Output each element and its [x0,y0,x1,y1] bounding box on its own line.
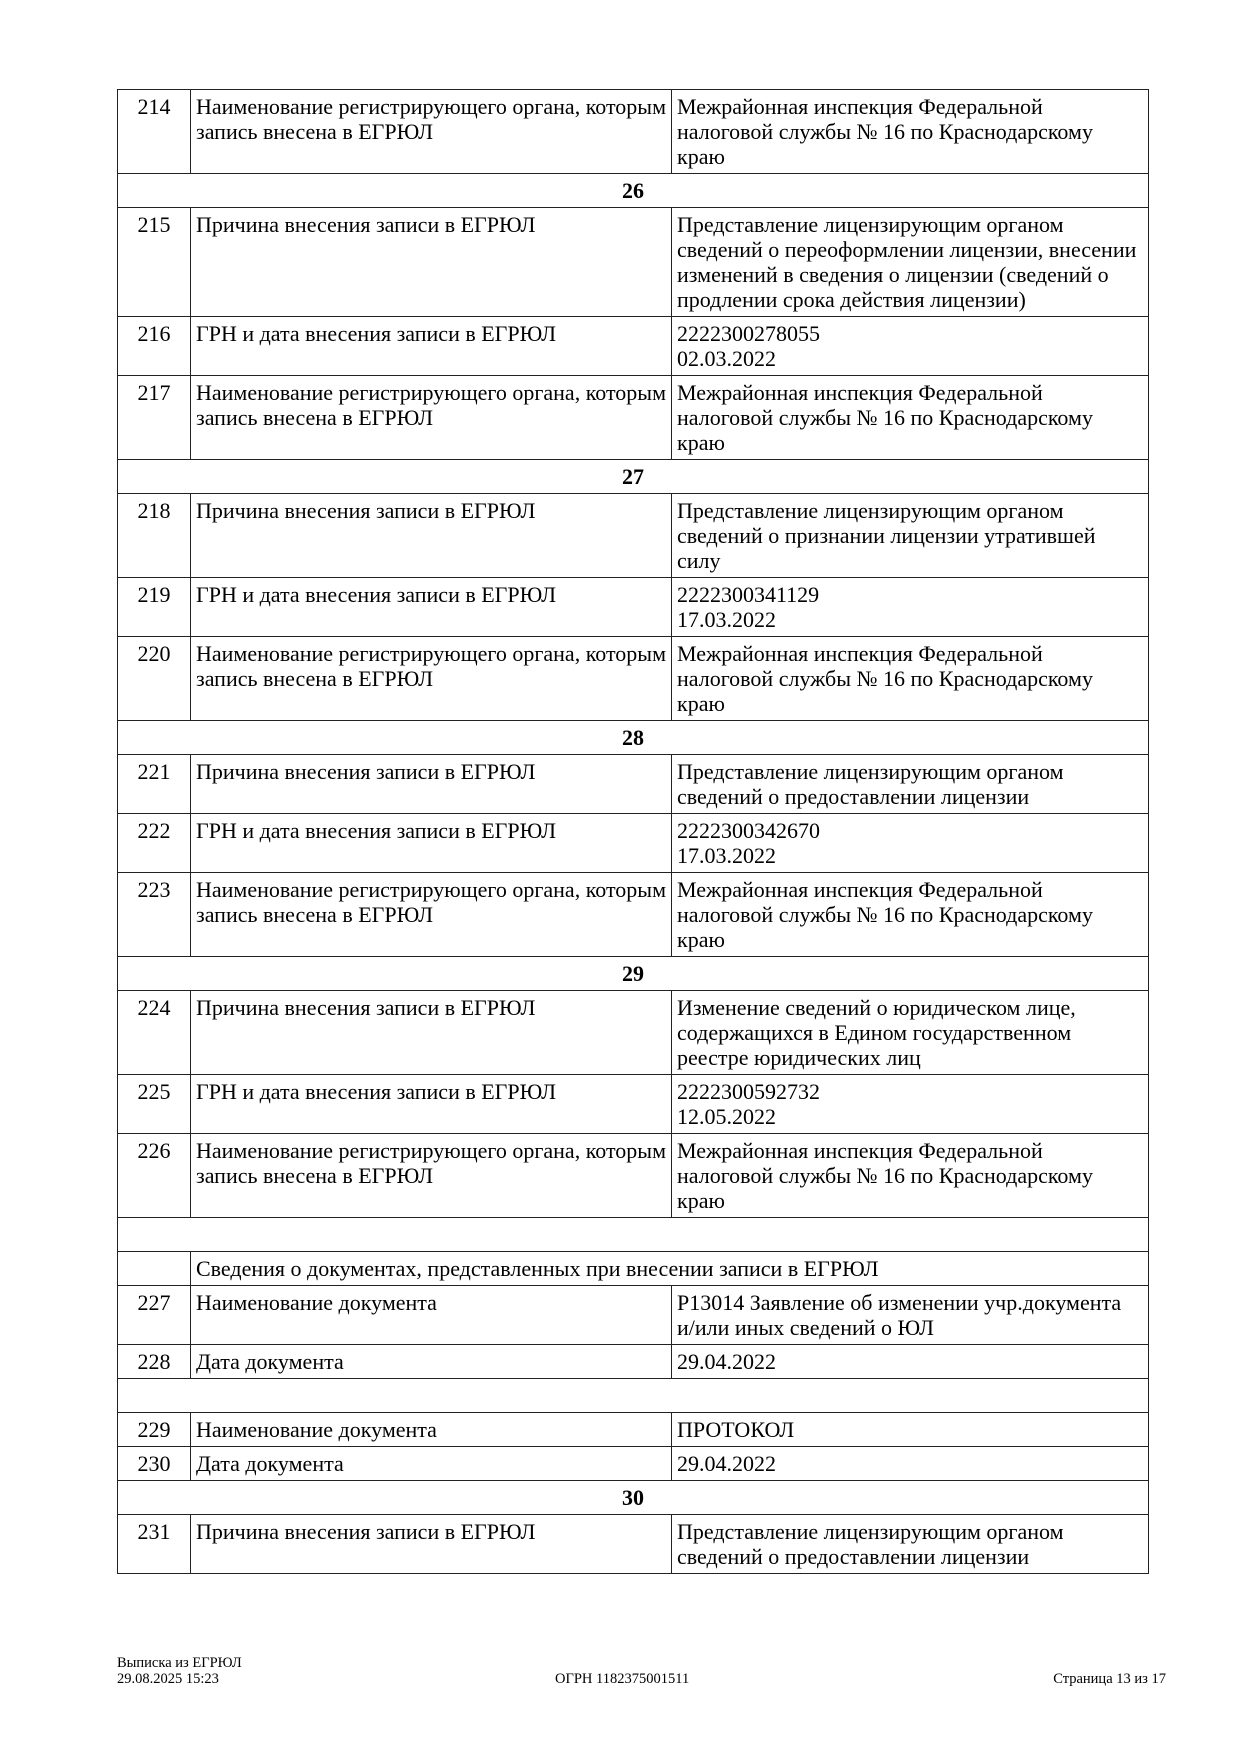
row-number: 218 [117,493,191,578]
blank-row [117,1217,1149,1252]
section-header-row: 28 [117,720,1149,755]
footer-ogrn: ОГРН 1182375001511 [555,1671,690,1687]
field-value: ПРОТОКОЛ [671,1412,1149,1447]
table-row: 219 ГРН и дата внесения записи в ЕГРЮЛ 222… [117,577,1149,637]
section-header-row: 26 [117,173,1149,208]
row-number: 221 [117,754,191,814]
subheader-row: Сведения о документах, представленных пр… [117,1251,1149,1286]
empty-cell [117,1217,1149,1252]
field-name: Дата документа [190,1344,672,1379]
table-row: 217 Наименование регистрирующего органа, … [117,375,1149,460]
field-name: Наименование регистрирующего органа, кот… [190,872,672,957]
field-name: Причина внесения записи в ЕГРЮЛ [190,1514,672,1574]
section-number: 30 [117,1480,1149,1515]
row-number: 214 [117,89,191,174]
table-row: 230 Дата документа 29.04.2022 [117,1446,1149,1481]
footer-title: Выписка из ЕГРЮЛ [117,1655,242,1671]
section-header-row: 30 [117,1480,1149,1515]
row-number: 229 [117,1412,191,1447]
field-name: Наименование документа [190,1412,672,1447]
row-number: 222 [117,813,191,873]
field-name: Причина внесения записи в ЕГРЮЛ [190,754,672,814]
field-name: ГРН и дата внесения записи в ЕГРЮЛ [190,577,672,637]
table-row: 218 Причина внесения записи в ЕГРЮЛ Предст… [117,493,1149,578]
footer-datetime: 29.08.2025 15:23 [117,1671,219,1687]
egrul-records-table: 214 Наименование регистрирующего органа, … [117,89,1149,1574]
table-row: 214 Наименование регистрирующего органа, … [117,89,1149,174]
field-value: Изменение сведений о юридическом лице, с… [671,990,1149,1075]
field-value: 2222300278055 02.03.2022 [671,316,1149,376]
row-number: 227 [117,1285,191,1345]
field-value: Межрайонная инспекция Федеральной налого… [671,89,1149,174]
field-value: 2222300341129 17.03.2022 [671,577,1149,637]
empty-cell [117,1251,191,1286]
field-value: 2222300592732 12.05.2022 [671,1074,1149,1134]
blank-row [117,1378,1149,1413]
field-value: Межрайонная инспекция Федеральной налого… [671,636,1149,721]
section-number: 28 [117,720,1149,755]
table-row: 229 Наименование документа ПРОТОКОЛ [117,1412,1149,1447]
field-name: ГРН и дата внесения записи в ЕГРЮЛ [190,316,672,376]
row-number: 219 [117,577,191,637]
subheader-label: Сведения о документах, представленных пр… [190,1251,1149,1286]
table-row: 231 Причина внесения записи в ЕГРЮЛ Предст… [117,1514,1149,1574]
field-name: ГРН и дата внесения записи в ЕГРЮЛ [190,813,672,873]
row-number: 223 [117,872,191,957]
table-row: 224 Причина внесения записи в ЕГРЮЛ Измене… [117,990,1149,1075]
row-number: 226 [117,1133,191,1218]
field-name: Дата документа [190,1446,672,1481]
section-number: 29 [117,956,1149,991]
field-value: Представление лицензирующим органом свед… [671,207,1149,317]
table-row: 227 Наименование документа Р13014 Заявлени… [117,1285,1149,1345]
table-row: 220 Наименование регистрирующего органа, … [117,636,1149,721]
row-number: 224 [117,990,191,1075]
field-value: Межрайонная инспекция Федеральной налого… [671,872,1149,957]
field-value: Представление лицензирующим органом свед… [671,493,1149,578]
table-row: 216 ГРН и дата внесения записи в ЕГРЮЛ 222… [117,316,1149,376]
field-value: Р13014 Заявление об изменении учр.докуме… [671,1285,1149,1345]
row-number: 217 [117,375,191,460]
table-row: 226 Наименование регистрирующего органа, … [117,1133,1149,1218]
field-name: Наименование регистрирующего органа, кот… [190,375,672,460]
table-row: 225 ГРН и дата внесения записи в ЕГРЮЛ 222… [117,1074,1149,1134]
section-number: 27 [117,459,1149,494]
field-name: Наименование регистрирующего органа, кот… [190,636,672,721]
field-name: Наименование документа [190,1285,672,1345]
field-name: Причина внесения записи в ЕГРЮЛ [190,207,672,317]
empty-cell [117,1378,1149,1413]
field-name: ГРН и дата внесения записи в ЕГРЮЛ [190,1074,672,1134]
field-value: Представление лицензирующим органом свед… [671,1514,1149,1574]
table-row: 215 Причина внесения записи в ЕГРЮЛ Предст… [117,207,1149,317]
table-row: 228 Дата документа 29.04.2022 [117,1344,1149,1379]
section-header-row: 29 [117,956,1149,991]
table-row: 222 ГРН и дата внесения записи в ЕГРЮЛ 222… [117,813,1149,873]
table-row: 221 Причина внесения записи в ЕГРЮЛ Предст… [117,754,1149,814]
row-number: 230 [117,1446,191,1481]
table-row: 223 Наименование регистрирующего органа, … [117,872,1149,957]
field-value: 29.04.2022 [671,1446,1149,1481]
field-name: Наименование регистрирующего органа, кот… [190,89,672,174]
field-value: Межрайонная инспекция Федеральной налого… [671,1133,1149,1218]
row-number: 215 [117,207,191,317]
section-number: 26 [117,173,1149,208]
field-value: 29.04.2022 [671,1344,1149,1379]
footer-page-number: Страница 13 из 17 [1053,1671,1166,1687]
field-name: Причина внесения записи в ЕГРЮЛ [190,493,672,578]
footer-left: Выписка из ЕГРЮЛ 29.08.2025 15:23 [117,1655,242,1687]
field-value: Представление лицензирующим органом свед… [671,754,1149,814]
field-value: 2222300342670 17.03.2022 [671,813,1149,873]
row-number: 220 [117,636,191,721]
section-header-row: 27 [117,459,1149,494]
row-number: 216 [117,316,191,376]
field-name: Причина внесения записи в ЕГРЮЛ [190,990,672,1075]
field-name: Наименование регистрирующего органа, кот… [190,1133,672,1218]
row-number: 225 [117,1074,191,1134]
field-value: Межрайонная инспекция Федеральной налого… [671,375,1149,460]
row-number: 228 [117,1344,191,1379]
row-number: 231 [117,1514,191,1574]
